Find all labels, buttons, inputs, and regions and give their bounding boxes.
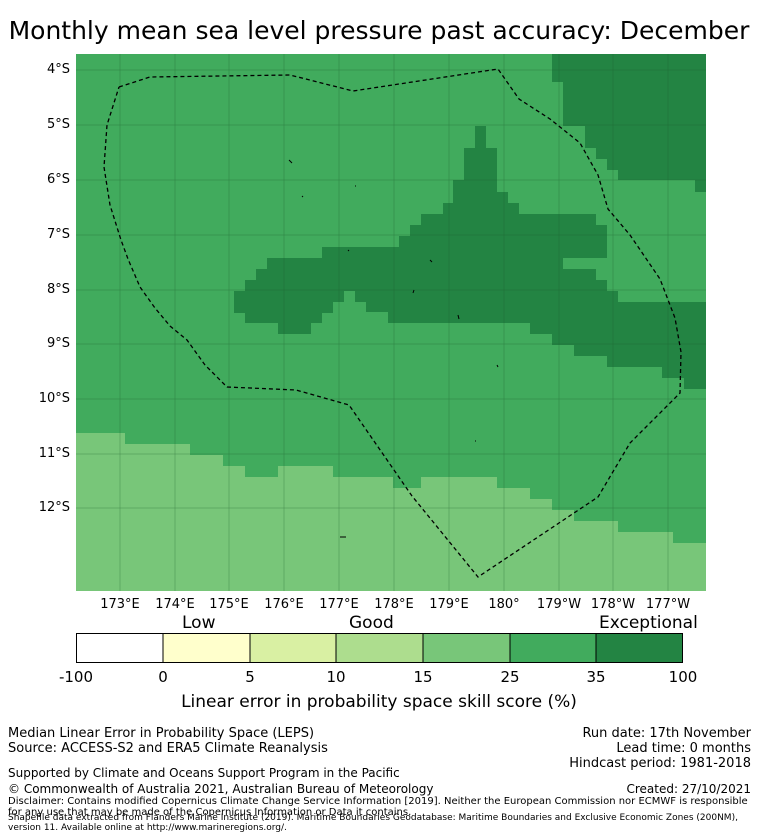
copyright-text: © Commonwealth of Australia 2021, Austra… — [8, 782, 434, 796]
colorbar-segment-7 — [596, 633, 683, 663]
lat-label-10s: 10°S — [38, 391, 70, 406]
colorbar-segment-5 — [423, 633, 510, 663]
lon-label-177e: 177°E — [319, 597, 359, 612]
colorbar-tick-minus100: -100 — [58, 668, 94, 686]
lon-label-180: 180° — [488, 597, 520, 612]
lon-label-174e: 174°E — [155, 597, 195, 612]
lat-label-7s: 7°S — [46, 227, 70, 242]
colorbar-tick-10: 10 — [326, 668, 346, 686]
lat-label-4s: 4°S — [46, 62, 70, 77]
colorbar-segment-3 — [250, 633, 336, 663]
colorbar-segment-1 — [76, 633, 163, 663]
method-text: Median Linear Error in Probability Space… — [8, 726, 315, 741]
lat-label-6s: 6°S — [46, 172, 70, 187]
colorbar-segment-4 — [336, 633, 423, 663]
support-text: Supported by Climate and Oceans Support … — [8, 766, 400, 780]
colorbar-label: Linear error in probability space skill … — [181, 692, 577, 712]
lat-label-5s: 5°S — [46, 117, 70, 132]
created-text: Created: 27/10/2021 — [626, 782, 751, 796]
eez-boundary — [103, 68, 682, 578]
lon-label-175e: 175°E — [209, 597, 249, 612]
colorbar-category-good: Good — [349, 613, 394, 633]
islands — [288, 159, 499, 538]
lon-label-178w: 178°W — [590, 597, 636, 612]
lon-label-178e: 178°E — [374, 597, 414, 612]
colorbar-segment-6 — [510, 633, 596, 663]
colorbar-tick-5: 5 — [245, 668, 255, 686]
colorbar-category-exceptional: Exceptional — [599, 613, 698, 633]
colorbar — [76, 633, 683, 663]
colorbar-tick-15: 15 — [413, 668, 433, 686]
lat-label-8s: 8°S — [46, 282, 70, 297]
lon-label-176e: 176°E — [264, 597, 304, 612]
colorbar-tick-100: 100 — [668, 668, 698, 686]
lon-label-173e: 173°E — [100, 597, 140, 612]
lon-label-177w: 177°W — [645, 597, 691, 612]
colorbar-tick-0: 0 — [158, 668, 168, 686]
lon-label-179e: 179°E — [429, 597, 469, 612]
colorbar-segment-2 — [163, 633, 250, 663]
lat-label-9s: 9°S — [46, 336, 70, 351]
map-title: Monthly mean sea level pressure past acc… — [8, 16, 750, 45]
run-date-text: Run date: 17th November — [582, 726, 751, 741]
hindcast-text: Hindcast period: 1981-2018 — [569, 756, 751, 771]
map-graticule — [76, 54, 706, 591]
lead-time-text: Lead time: 0 months — [616, 741, 751, 756]
zone-35-100-central — [234, 126, 706, 389]
lat-label-11s: 11°S — [38, 446, 70, 461]
disclaimer-text: Disclaimer: Contains modified Copernicus… — [8, 796, 748, 818]
colorbar-tick-25: 25 — [500, 668, 520, 686]
zone-35-100-northeast — [552, 54, 706, 192]
lon-label-179w: 179°W — [536, 597, 582, 612]
lat-label-12s: 12°S — [38, 500, 70, 515]
shapefile-credit-text: Shapefile data extracted from Flanders M… — [8, 813, 738, 833]
skill-map — [76, 54, 706, 591]
colorbar-tick-35: 35 — [586, 668, 606, 686]
colorbar-category-low: Low — [182, 613, 216, 633]
source-text: Source: ACCESS-S2 and ERA5 Climate Reana… — [8, 741, 328, 756]
